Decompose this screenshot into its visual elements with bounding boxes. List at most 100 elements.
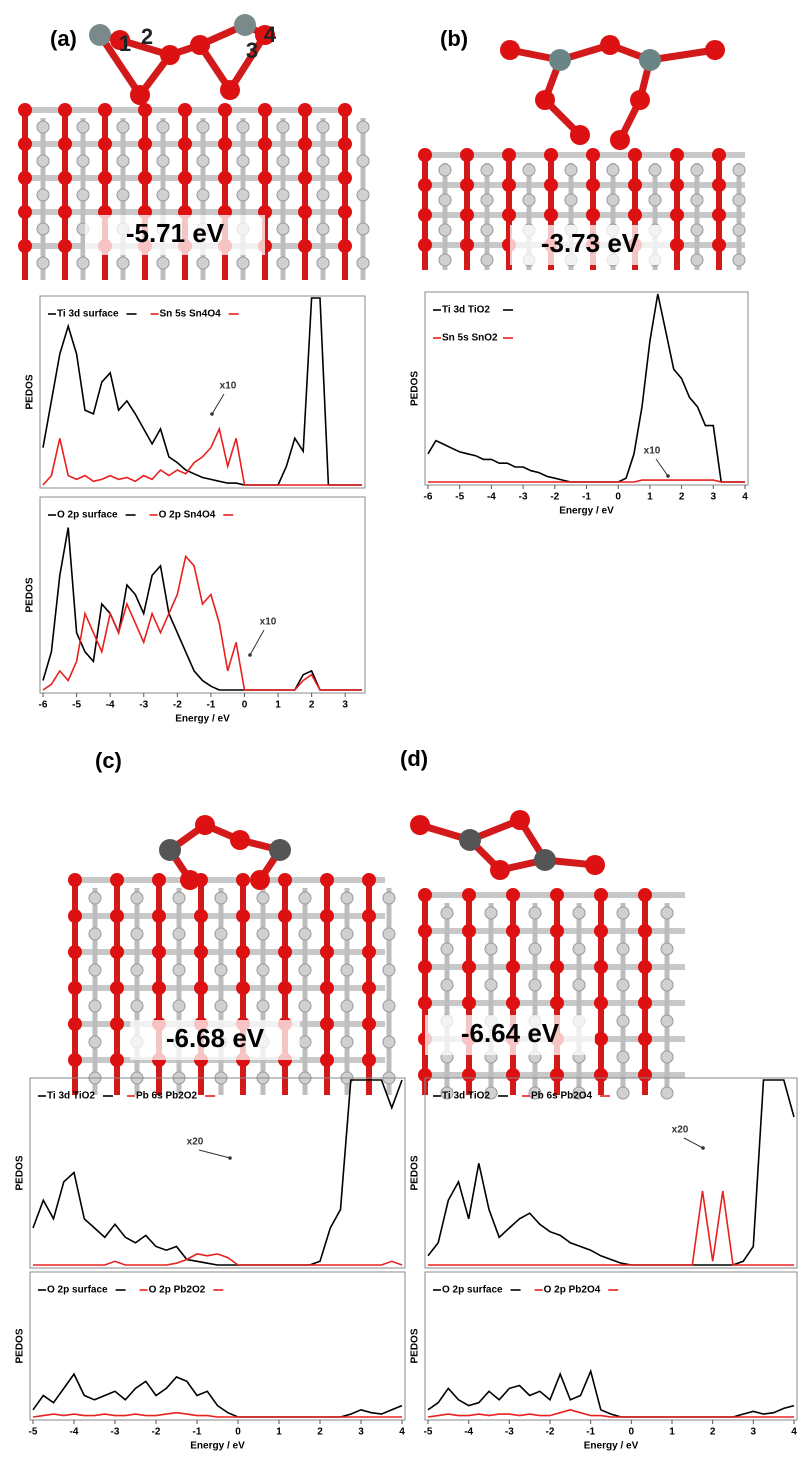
atom-o: [338, 137, 352, 151]
x-tick-label: 1: [669, 1427, 675, 1438]
atom-ti: [77, 155, 89, 167]
atom-ti: [197, 121, 209, 133]
atom-o: [68, 909, 82, 923]
atom-ti: [529, 943, 541, 955]
atom-ti: [117, 121, 129, 133]
atom-metal: [269, 839, 291, 861]
series-line: [428, 480, 745, 482]
legend-label: Pb 6s Pb2O4: [531, 1091, 593, 1102]
atom-ti: [691, 254, 703, 266]
atom-o: [138, 137, 152, 151]
x-tick-label: 3: [711, 492, 717, 503]
atom-o: [338, 205, 352, 219]
atom-ti: [573, 907, 585, 919]
atom-ti: [37, 223, 49, 235]
atom-o: [190, 35, 210, 55]
atom-o: [250, 870, 270, 890]
atom-ti: [215, 892, 227, 904]
x-tick-label: -5: [72, 700, 81, 711]
atom-o: [236, 909, 250, 923]
series-line: [43, 556, 362, 690]
x-axis-label: Energy / eV: [584, 1441, 639, 1452]
plot-frame: [40, 497, 365, 693]
atom-ti: [37, 155, 49, 167]
y-axis-label: PEDOS: [25, 577, 36, 612]
x-tick-label: 4: [791, 1427, 797, 1438]
atom-o: [586, 148, 600, 162]
atom-o: [670, 148, 684, 162]
atom-index: 3: [246, 38, 258, 63]
atom-o: [462, 924, 476, 938]
y-axis-label: PEDOS: [15, 1155, 26, 1190]
atom-ti: [691, 194, 703, 206]
atom-ti: [617, 1015, 629, 1027]
atom-o: [510, 810, 530, 830]
atom-o: [600, 35, 620, 55]
y-axis-label: PEDOS: [15, 1328, 26, 1363]
atom-metal: [89, 24, 111, 46]
atom-ti: [649, 194, 661, 206]
atom-o: [638, 1068, 652, 1082]
atom-index: 4: [264, 22, 277, 47]
atom-ti: [485, 907, 497, 919]
atom-o: [130, 85, 150, 105]
atom-o: [58, 239, 72, 253]
atom-o: [362, 873, 376, 887]
atom-o: [502, 208, 516, 222]
x-tick-label: -2: [152, 1427, 161, 1438]
arrow-head: [210, 412, 214, 416]
x-tick-label: 3: [751, 1427, 757, 1438]
atom-o: [338, 103, 352, 117]
annotation-arrow: [684, 1138, 703, 1148]
atom-o: [230, 830, 250, 850]
series-line: [33, 1374, 402, 1417]
atom-o: [462, 1068, 476, 1082]
atom-o: [68, 981, 82, 995]
atom-ti: [661, 1087, 673, 1099]
atom-ti: [441, 943, 453, 955]
atom-ti: [237, 189, 249, 201]
atom-ti: [317, 189, 329, 201]
atom-o: [638, 960, 652, 974]
atom-o: [18, 239, 32, 253]
plot-frame: [425, 292, 748, 485]
x-tick-label: 1: [276, 1427, 282, 1438]
x-tick-label: -4: [464, 1427, 473, 1438]
x-tick-label: -3: [139, 700, 148, 711]
atom-ti: [299, 1000, 311, 1012]
atom-o: [110, 909, 124, 923]
x-tick-label: 0: [629, 1427, 635, 1438]
atom-o: [110, 981, 124, 995]
atom-o: [362, 945, 376, 959]
x-tick-label: -2: [550, 492, 559, 503]
atom-o: [298, 171, 312, 185]
atom-ti: [661, 1051, 673, 1063]
x-tick-label: 3: [358, 1427, 364, 1438]
atom-o: [98, 137, 112, 151]
atom-o: [194, 945, 208, 959]
atom-o: [58, 205, 72, 219]
atom-ti: [485, 943, 497, 955]
x-tick-label: 0: [615, 492, 621, 503]
atom-o: [712, 208, 726, 222]
atom-ti: [481, 164, 493, 176]
atom-ti: [299, 964, 311, 976]
atom-o: [490, 860, 510, 880]
legend-label: Ti 3d surface: [57, 309, 119, 320]
atom-metal: [159, 839, 181, 861]
series-line: [43, 528, 362, 690]
annotation-arrow: [199, 1150, 230, 1158]
atom-ti: [383, 928, 395, 940]
atom-ti: [383, 1000, 395, 1012]
atom-ti: [617, 1087, 629, 1099]
atom-o: [194, 909, 208, 923]
panel-label: (a): [50, 26, 77, 51]
atom-ti: [277, 189, 289, 201]
x-tick-label: -3: [111, 1427, 120, 1438]
atom-ti: [277, 223, 289, 235]
atom-ti: [89, 928, 101, 940]
annotation: x20: [187, 1137, 204, 1148]
atom-ti: [237, 121, 249, 133]
atom-ti: [441, 979, 453, 991]
atom-o: [570, 125, 590, 145]
